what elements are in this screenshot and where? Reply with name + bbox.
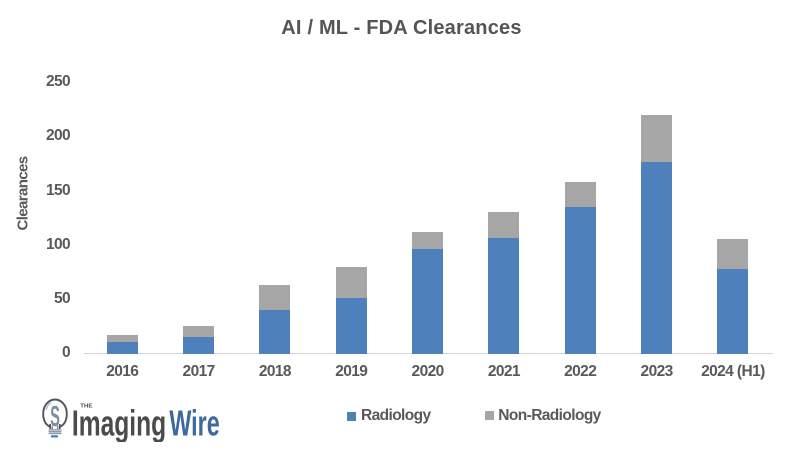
- svg-text:Imaging: Imaging: [72, 402, 166, 442]
- svg-text:Wire: Wire: [169, 402, 219, 442]
- svg-text:THE: THE: [80, 404, 93, 410]
- svg-text:S: S: [50, 401, 60, 433]
